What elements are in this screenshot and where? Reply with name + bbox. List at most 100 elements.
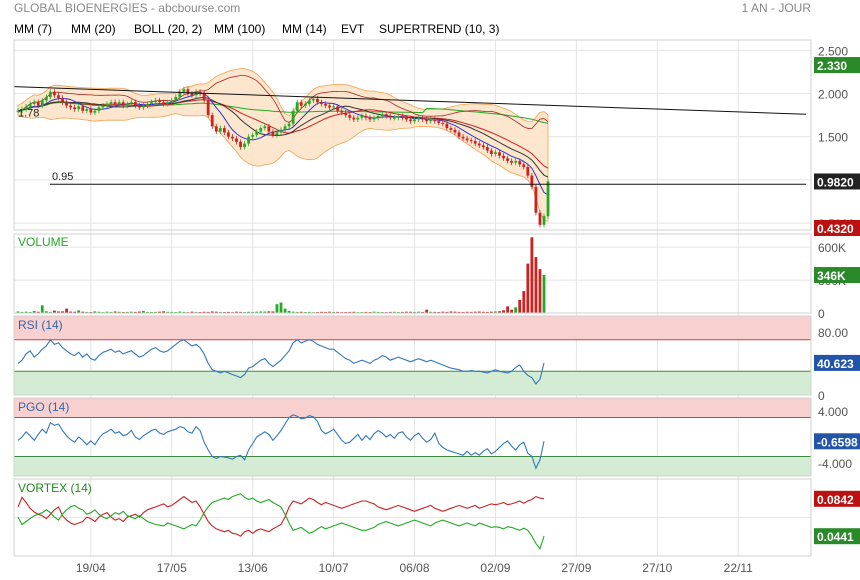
candle-body — [243, 143, 246, 148]
candle-body — [465, 138, 469, 141]
candle-body — [441, 122, 445, 124]
volume-bar — [255, 311, 259, 313]
candle-body — [299, 102, 303, 106]
candle-body — [316, 98, 319, 103]
candle-body — [61, 97, 64, 103]
volume-bar — [271, 311, 275, 313]
candle-body — [36, 102, 40, 106]
candle-body — [368, 117, 372, 120]
volume-bar — [392, 311, 396, 313]
candle-body — [502, 155, 505, 159]
candle-body — [461, 136, 465, 139]
volume-bar — [214, 311, 218, 313]
volume-bar — [490, 311, 493, 313]
volume-bar — [218, 311, 222, 313]
panel-frame-vortex — [13, 478, 812, 557]
legend-mm14: MM (14) — [282, 22, 327, 36]
rsi-line — [17, 338, 545, 385]
legend-evt: EVT — [341, 22, 365, 36]
volume-bar — [542, 275, 546, 313]
candle-body — [235, 138, 238, 142]
candle-body — [473, 141, 477, 144]
candle-body — [89, 109, 93, 113]
volume-bar — [445, 311, 449, 313]
candle-body — [125, 103, 129, 106]
candle-body — [469, 140, 473, 142]
candle-body — [137, 105, 141, 108]
volume-bar — [137, 311, 141, 313]
volume-bar — [170, 311, 174, 313]
legend-mm20: MM (20) — [71, 22, 116, 36]
candle-body — [227, 132, 230, 137]
candle-body — [538, 212, 542, 225]
candle-body — [279, 129, 283, 133]
volume-bar — [510, 309, 514, 313]
volume-bar — [158, 311, 162, 313]
volume-bar — [469, 311, 473, 313]
candle-body — [186, 89, 190, 94]
candle-body — [133, 102, 137, 106]
candle-body — [16, 110, 20, 112]
legend-boll: BOLL (20, 2) — [134, 22, 202, 36]
candle-body — [344, 112, 348, 116]
volume-bar — [364, 311, 368, 313]
candle-body — [485, 147, 489, 151]
volume-bar — [526, 263, 530, 313]
candle-body — [239, 141, 242, 148]
volume-bar — [69, 311, 72, 313]
candle-body — [522, 164, 526, 167]
volume-bar — [20, 311, 24, 313]
volume-bar — [117, 311, 121, 313]
volume-bar — [48, 311, 52, 313]
candle-body — [48, 91, 52, 97]
volume-bar — [194, 311, 198, 313]
volume-badge-bg — [814, 267, 860, 284]
volume-bar — [190, 311, 194, 313]
candle-body — [263, 126, 267, 129]
candle-body — [400, 116, 404, 118]
x-tick-label: 19/04 — [76, 561, 106, 575]
candle-body — [291, 110, 295, 124]
volume-bar — [388, 311, 392, 313]
candle-body — [218, 128, 222, 132]
volume-bar — [154, 311, 157, 313]
candle-body — [174, 97, 178, 101]
candle-body — [405, 117, 408, 120]
candle-body — [40, 100, 44, 106]
volume-bar — [409, 311, 412, 313]
candle-body — [251, 135, 255, 137]
candle-body — [429, 119, 433, 122]
candle-body — [206, 100, 210, 116]
candle-body — [413, 119, 416, 122]
vortex-minus-badge: 0.0441 — [817, 530, 854, 544]
candle-body — [336, 106, 340, 111]
candle-body — [364, 116, 368, 118]
candle-body — [178, 91, 182, 97]
volume-bar — [336, 311, 340, 313]
candle-body — [392, 117, 396, 119]
vortex-plus-badge: 0.0842 — [817, 493, 854, 507]
volume-bar — [44, 311, 48, 313]
volume-bar — [473, 311, 477, 313]
candle-body — [445, 123, 449, 129]
last-close-badge: 2.330 — [817, 59, 847, 73]
volume-bar — [239, 311, 242, 313]
vortex-minus-line — [17, 493, 545, 550]
mm14-line — [17, 96, 549, 178]
volume-bar — [441, 311, 445, 313]
x-tick-label: 22/11 — [724, 561, 753, 575]
volume-bar — [77, 310, 81, 313]
volume-bar — [57, 311, 60, 313]
volume-bar — [227, 311, 230, 313]
candle-body — [307, 100, 311, 104]
volume-bar — [372, 311, 376, 313]
candle-body — [356, 117, 360, 120]
vortex-title: VORTEX (14) — [18, 481, 92, 495]
volume-bar — [530, 237, 534, 313]
series-layer — [13, 68, 807, 550]
panel-frame-pgo — [13, 397, 812, 477]
volume-bar — [449, 311, 453, 313]
x-tick-label: 17/05 — [157, 561, 187, 575]
support-line-label: 0.95 — [52, 171, 73, 183]
candle-body — [494, 152, 497, 154]
